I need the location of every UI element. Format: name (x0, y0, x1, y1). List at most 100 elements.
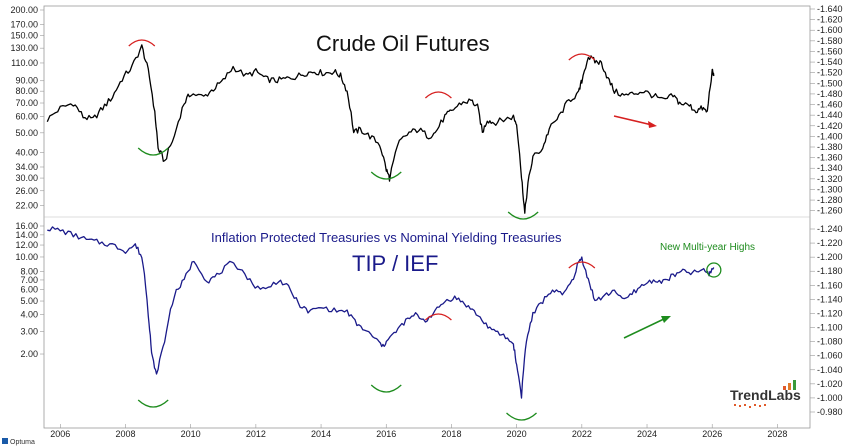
ratio-right-axis: -1.240 -1.220 -1.200 -1.180 -1.160 -1.140 -1.1… (810, 224, 843, 417)
oil-right-tick-label: -1.260 (817, 206, 843, 216)
ratio-left-tick-label: 16.00 (15, 221, 38, 231)
ratio-right-tick-label: -1.160 (817, 280, 843, 290)
x-tick-label: 2024 (637, 429, 657, 439)
ratio-right-tick-label: -1.060 (817, 351, 843, 361)
x-axis: 2006 2008 2010 2012 2014 2016 2018 2020 2022 2024… (50, 424, 787, 439)
oil-left-tick-label: 110.00 (11, 58, 38, 68)
x-tick-label: 2006 (50, 429, 70, 439)
oil-right-tick-label: -1.640 (817, 4, 843, 14)
ratio-right-tick-label: -1.100 (817, 323, 843, 333)
ratio-left-tick-label: 6.00 (20, 285, 38, 295)
ratio-right-tick-label: -1.180 (817, 266, 843, 276)
x-tick-label: 2012 (246, 429, 266, 439)
ratio-left-tick-label: 14.00 (15, 230, 38, 240)
oil-left-tick-label: 60.00 (15, 112, 38, 122)
ratio-right-tick-label: -1.080 (817, 337, 843, 347)
optuma-source: Optuma (2, 438, 35, 446)
oil-left-tick-label: 80.00 (15, 86, 38, 96)
oil-chart-title: Crude Oil Futures (316, 31, 490, 56)
ratio-right-tick-label: -1.220 (817, 238, 843, 248)
ratio-right-tick-label: -1.020 (817, 379, 843, 389)
oil-right-tick-label: -1.460 (817, 100, 843, 110)
ratio-left-tick-label: 5.00 (20, 296, 38, 306)
ratio-peak-arc (568, 261, 596, 269)
oil-right-tick-label: -1.480 (817, 89, 843, 99)
ratio-right-tick-label: -1.120 (817, 308, 843, 318)
oil-left-tick-label: 50.00 (15, 128, 38, 138)
oil-right-tick-label: -1.360 (817, 153, 843, 163)
oil-left-tick-label: 200.00 (10, 5, 38, 15)
oil-right-tick-label: -1.420 (817, 121, 843, 131)
ratio-right-tick-label: -1.140 (817, 294, 843, 304)
red-down-arrow (613, 115, 657, 128)
oil-peak-arc (424, 91, 452, 99)
oil-left-tick-label: 150.00 (10, 30, 38, 40)
ratio-left-tick-label: 12.00 (15, 240, 38, 250)
x-tick-label: 2020 (507, 429, 527, 439)
oil-left-tick-label: 30.00 (15, 173, 38, 183)
oil-left-tick-label: 70.00 (15, 98, 38, 108)
oil-right-tick-label: -1.300 (817, 184, 843, 194)
oil-right-tick-label: -1.440 (817, 110, 843, 120)
ratio-trough-arc (506, 412, 537, 421)
oil-right-tick-label: -1.400 (817, 131, 843, 141)
oil-right-tick-label: -1.380 (817, 142, 843, 152)
x-tick-label: 2018 (441, 429, 461, 439)
oil-trough-arc (137, 147, 169, 156)
x-tick-label: 2010 (181, 429, 201, 439)
x-tick-label: 2016 (376, 429, 396, 439)
oil-trough-arc (507, 211, 539, 220)
x-tick-label: 2014 (311, 429, 331, 439)
oil-series-line (46, 44, 715, 214)
oil-right-tick-label: -1.520 (817, 68, 843, 78)
x-tick-label: 2026 (702, 429, 722, 439)
ratio-chart-subtitle: Inflation Protected Treasuries vs Nomina… (211, 230, 562, 245)
oil-right-axis: -1.640-1.620-1.600-1.580-1.560-1.540-1.5… (810, 4, 843, 216)
optuma-icon (2, 438, 8, 444)
ratio-trough-arc (137, 399, 169, 408)
oil-left-tick-label: 90.00 (15, 76, 38, 86)
x-tick-label: 2022 (572, 429, 592, 439)
ratio-trough-arc (370, 384, 402, 393)
oil-left-tick-label: 40.00 (15, 148, 38, 158)
annotation-arcs (128, 39, 722, 421)
x-tick-label: 2028 (767, 429, 787, 439)
oil-right-tick-label: -1.500 (817, 78, 843, 88)
trendlabs-logo: TrendLabs (730, 380, 801, 408)
oil-trough-arc (370, 171, 402, 180)
ratio-left-tick-label: 7.00 (20, 275, 38, 285)
oil-peak-arc (568, 53, 596, 61)
oil-left-tick-label: 34.00 (15, 162, 38, 172)
ratio-series-line (47, 226, 715, 399)
source-label: Optuma (10, 439, 35, 446)
oil-peak-arc (128, 39, 156, 47)
oil-right-tick-label: -1.560 (817, 46, 843, 56)
ratio-right-tick-label: -1.240 (817, 224, 843, 234)
green-up-arrow (623, 316, 671, 339)
oil-right-tick-label: -1.580 (817, 36, 843, 46)
oil-left-tick-label: 170.00 (10, 19, 38, 29)
oil-right-tick-label: -1.320 (817, 174, 843, 184)
ratio-peak-arc (424, 313, 452, 321)
ratio-right-tick-label: -1.200 (817, 252, 843, 262)
oil-left-tick-label: 26.00 (15, 186, 38, 196)
oil-left-tick-label: 130.00 (10, 43, 38, 53)
ratio-chart-title: TIP / IEF (352, 251, 438, 276)
ratio-right-tick-label: -0.980 (817, 407, 843, 417)
oil-right-tick-label: -1.340 (817, 163, 843, 173)
new-highs-annotation: New Multi-year Highs (660, 242, 755, 253)
ratio-left-tick-label: 10.00 (15, 252, 38, 262)
ratio-left-tick-label: 2.00 (20, 349, 38, 359)
trendlabs-logo-text: TrendLabs (730, 387, 801, 403)
ratio-left-tick-label: 8.00 (20, 266, 38, 276)
oil-right-tick-label: -1.280 (817, 195, 843, 205)
ratio-left-tick-label: 3.00 (20, 327, 38, 337)
oil-right-tick-label: -1.600 (817, 25, 843, 35)
ratio-left-tick-label: 4.00 (20, 310, 38, 320)
oil-right-tick-label: -1.540 (817, 57, 843, 67)
x-tick-label: 2008 (115, 429, 135, 439)
oil-left-tick-label: 22.00 (15, 201, 38, 211)
